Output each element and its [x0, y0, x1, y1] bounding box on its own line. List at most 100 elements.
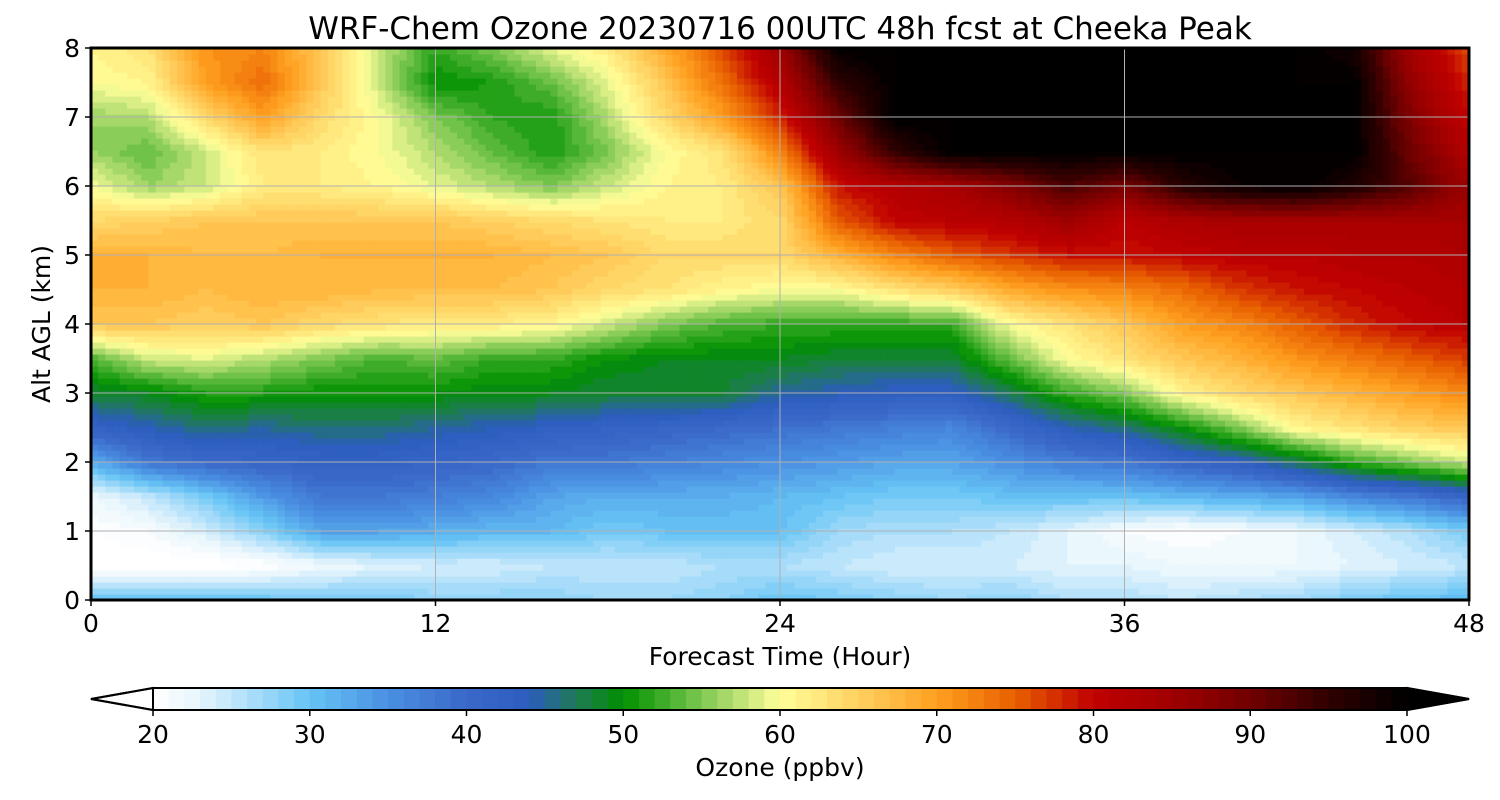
- heatmap-cell: [1181, 558, 1190, 565]
- heatmap-cell: [751, 468, 760, 475]
- heatmap-cell: [980, 534, 989, 541]
- heatmap-cell: [442, 582, 451, 589]
- heatmap-cell: [1382, 486, 1391, 493]
- heatmap-cell: [887, 594, 896, 600]
- heatmap-cell: [1002, 486, 1011, 493]
- heatmap-cell: [1433, 516, 1441, 523]
- heatmap-cell: [1074, 510, 1083, 517]
- heatmap-cell: [1289, 456, 1298, 463]
- heatmap-cell: [1282, 492, 1291, 499]
- heatmap-cell: [507, 462, 516, 469]
- heatmap-cell: [858, 552, 867, 559]
- heatmap-cell: [937, 492, 946, 499]
- heatmap-cell: [1325, 456, 1334, 463]
- heatmap-cell: [1124, 444, 1133, 451]
- heatmap-cell: [1067, 594, 1075, 600]
- heatmap-cell: [1461, 492, 1469, 499]
- heatmap-cell: [126, 504, 135, 511]
- heatmap-cell: [686, 552, 695, 559]
- heatmap-cell: [1146, 570, 1154, 577]
- heatmap-cell: [894, 522, 903, 529]
- heatmap-cell: [370, 450, 379, 457]
- heatmap-cell: [830, 552, 839, 559]
- heatmap-cell: [370, 462, 379, 469]
- heatmap-cell: [1117, 576, 1126, 583]
- heatmap-cell: [1224, 534, 1233, 541]
- heatmap-cell: [1318, 582, 1327, 589]
- heatmap-cell: [1404, 456, 1413, 463]
- heatmap-cell: [227, 540, 236, 547]
- heatmap-cell: [1102, 570, 1111, 577]
- heatmap-cell: [248, 462, 257, 469]
- heatmap-cell: [744, 594, 752, 600]
- heatmap-cell: [277, 498, 286, 505]
- heatmap-cell: [1339, 594, 1348, 600]
- heatmap-cell: [1138, 450, 1147, 457]
- heatmap-cell: [270, 540, 279, 547]
- heatmap-cell: [1174, 558, 1183, 565]
- heatmap-cell: [1059, 588, 1068, 595]
- heatmap-cell: [198, 570, 207, 577]
- heatmap-cell: [399, 576, 408, 583]
- heatmap-cell: [1002, 552, 1011, 559]
- heatmap-cell: [902, 444, 910, 451]
- heatmap-cell: [1038, 588, 1047, 595]
- heatmap-cell: [837, 456, 846, 463]
- heatmap-cell: [1461, 450, 1469, 457]
- heatmap-cell: [1217, 534, 1226, 541]
- heatmap-cell: [227, 552, 236, 559]
- heatmap-cell: [1024, 558, 1032, 565]
- heatmap-cell: [449, 540, 458, 547]
- heatmap-cell: [284, 576, 293, 583]
- heatmap-cell: [1102, 474, 1111, 481]
- heatmap-cell: [1239, 510, 1248, 517]
- heatmap-cell: [1303, 456, 1312, 463]
- heatmap-cell: [973, 510, 982, 517]
- heatmap-cell: [880, 522, 889, 529]
- heatmap-cell: [729, 522, 738, 529]
- heatmap-cell: [780, 588, 788, 595]
- heatmap-cell: [1002, 468, 1011, 475]
- heatmap-cell: [1059, 492, 1068, 499]
- heatmap-cell: [1282, 594, 1291, 600]
- heatmap-cell: [1325, 564, 1334, 571]
- heatmap-cell: [1260, 510, 1269, 517]
- heatmap-cell: [1088, 576, 1097, 583]
- heatmap-cell: [837, 510, 846, 517]
- heatmap-cell: [1146, 576, 1154, 583]
- heatmap-cell: [579, 456, 587, 463]
- heatmap-cell: [306, 564, 315, 571]
- heatmap-cell: [966, 534, 975, 541]
- heatmap-cell: [507, 444, 516, 451]
- heatmap-cell: [1397, 504, 1406, 511]
- heatmap-cell: [722, 558, 731, 565]
- heatmap-cell: [370, 486, 379, 493]
- heatmap-cell: [1440, 594, 1449, 600]
- heatmap-cell: [363, 444, 372, 451]
- heatmap-cell: [1253, 534, 1262, 541]
- heatmap-cell: [485, 450, 494, 457]
- heatmap-cell: [657, 570, 666, 577]
- heatmap-cell: [722, 450, 731, 457]
- heatmap-cell: [830, 522, 839, 529]
- heatmap-cell: [378, 474, 386, 481]
- heatmap-cell: [177, 552, 185, 559]
- heatmap-cell: [744, 588, 752, 595]
- heatmap-cell: [1074, 576, 1083, 583]
- heatmap-cell: [1325, 558, 1334, 565]
- heatmap-cell: [787, 480, 795, 487]
- heatmap-cell: [1318, 450, 1327, 457]
- heatmap-cell: [457, 486, 465, 493]
- heatmap-cell: [1275, 504, 1283, 511]
- heatmap-cell: [1095, 468, 1104, 475]
- heatmap-cell: [1289, 570, 1298, 577]
- heatmap-cell: [543, 468, 551, 475]
- heatmap-cell: [557, 558, 566, 565]
- heatmap-cell: [988, 522, 996, 529]
- heatmap-cell: [1289, 552, 1298, 559]
- heatmap-cell: [1067, 582, 1075, 589]
- heatmap-cell: [916, 564, 925, 571]
- heatmap-cell: [91, 534, 99, 541]
- heatmap-cell: [686, 468, 695, 475]
- heatmap-cell: [119, 492, 128, 499]
